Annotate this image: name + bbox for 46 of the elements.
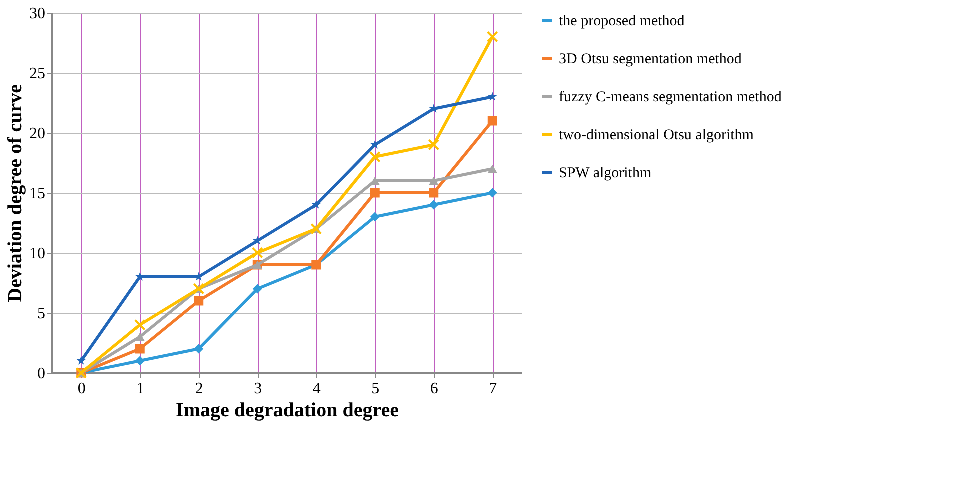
- point: [252, 284, 262, 294]
- point: [135, 356, 145, 366]
- point: [252, 247, 264, 259]
- y-tick-label: 10: [30, 246, 46, 262]
- y-tick-label: 0: [38, 366, 46, 382]
- x-tick-label: 5: [372, 380, 380, 398]
- y-tick-label: 5: [38, 306, 46, 322]
- x-tick-label: 7: [489, 380, 498, 398]
- point: [370, 188, 380, 198]
- legend-label: two-dimensional Otsu algorithm: [559, 128, 754, 144]
- y-axis-title: Deviation degree of curve: [4, 84, 26, 302]
- point: [194, 344, 204, 354]
- point: [428, 139, 440, 151]
- point: [370, 140, 380, 149]
- legend-label: 3D Otsu segmentation method: [559, 52, 742, 68]
- point: [488, 92, 498, 101]
- x-axis-title: Image degradation degree: [176, 400, 400, 422]
- legend-label: the proposed method: [559, 14, 686, 30]
- point: [135, 332, 145, 342]
- point: [488, 188, 498, 198]
- point: [429, 188, 439, 198]
- point: [253, 236, 262, 245]
- point: [76, 356, 86, 365]
- point: [312, 200, 321, 209]
- point: [134, 319, 146, 331]
- y-tick-label: 20: [30, 126, 46, 142]
- point: [194, 296, 204, 306]
- point: [429, 176, 439, 186]
- x-tick-label: 2: [195, 380, 204, 398]
- legend-label: fuzzy C-means segmentation method: [559, 90, 782, 106]
- point: [488, 164, 498, 174]
- point: [488, 116, 498, 126]
- point: [429, 200, 439, 210]
- x-tick-label: 6: [430, 380, 438, 398]
- point: [486, 31, 498, 43]
- x-tick-label: 4: [312, 380, 321, 398]
- y-tick-label: 25: [30, 66, 46, 82]
- point: [370, 212, 380, 222]
- point: [369, 151, 381, 163]
- y-tick-label: 30: [30, 6, 46, 22]
- x-tick-label: 0: [78, 380, 86, 398]
- y-tick-label: 15: [30, 186, 46, 202]
- x-tick-label: 3: [254, 380, 262, 398]
- x-tick-label: 1: [136, 380, 145, 398]
- point: [135, 344, 145, 354]
- legend-label: SPW algorithm: [559, 166, 652, 182]
